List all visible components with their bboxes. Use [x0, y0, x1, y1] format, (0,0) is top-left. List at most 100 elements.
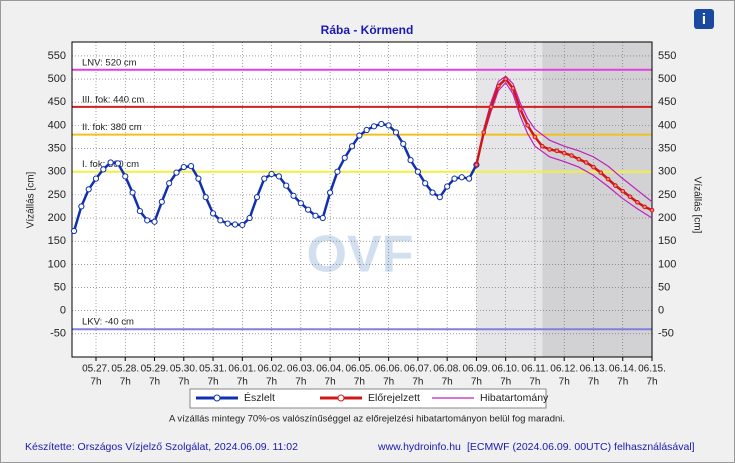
data-point	[327, 189, 334, 196]
threshold-label: LKV: -40 cm	[82, 317, 134, 328]
y-tick-label: 0	[60, 305, 66, 317]
y-tick-label: 550	[48, 50, 66, 62]
note: A vízállás mintegy 70%-os valószínűségge…	[169, 414, 565, 425]
data-point	[613, 183, 618, 188]
data-point	[209, 210, 217, 217]
y2-tick-label: 150	[658, 235, 676, 247]
y2-tick-label: 400	[658, 119, 676, 131]
data-point	[385, 122, 392, 129]
x-tick-hour: 7h	[646, 377, 657, 388]
data-point	[642, 204, 647, 210]
x-tick-label: 05.29.	[141, 364, 169, 375]
x-tick-hour: 7h	[529, 377, 540, 388]
data-point	[305, 206, 312, 213]
data-point	[503, 76, 508, 82]
x-tick-hour: 7h	[617, 377, 628, 388]
error-band-lower	[483, 81, 653, 219]
x-tick-hour: 7h	[588, 377, 599, 388]
data-point	[569, 153, 574, 158]
data-point	[122, 173, 129, 180]
threshold-label: II. fok: 380 cm	[82, 122, 142, 133]
y2-tick-label: 350	[658, 142, 676, 154]
y2-axis-label: Vízállás [cm]	[691, 177, 702, 234]
x-tick-hour: 7h	[325, 377, 336, 388]
data-point	[136, 207, 143, 215]
data-point	[496, 83, 501, 89]
y-tick-label: 150	[48, 235, 66, 247]
data-point	[422, 180, 429, 187]
info-icon[interactable]: i	[702, 11, 706, 28]
chart-title: Rába - Körmend	[321, 23, 414, 37]
footer-right: [ECMWF (2024.06.09. 00UTC) felhasználásá…	[467, 441, 695, 453]
x-tick-hour: 7h	[559, 377, 570, 388]
data-point	[144, 217, 151, 224]
x-tick-label: 06.05.	[345, 364, 373, 375]
data-point	[370, 123, 378, 130]
y2-tick-label: 500	[658, 73, 676, 85]
legend-label: Észlelt	[244, 391, 275, 404]
data-point	[312, 212, 319, 219]
data-point	[129, 189, 136, 196]
data-point	[429, 189, 436, 196]
x-tick-label: 06.03.	[287, 364, 315, 375]
y2-tick-label: 250	[658, 189, 676, 201]
x-tick-label: 06.13.	[580, 364, 608, 375]
x-tick-hour: 7h	[500, 377, 511, 388]
data-point	[239, 221, 246, 229]
data-point	[444, 183, 451, 190]
data-point	[518, 106, 523, 112]
data-point	[253, 194, 261, 201]
x-tick-hour: 7h	[295, 377, 306, 388]
data-point	[363, 126, 370, 134]
data-point	[180, 163, 187, 171]
y2-tick-label: 450	[658, 96, 676, 108]
y-tick-label: -50	[50, 328, 66, 340]
data-point	[188, 163, 195, 170]
data-point	[605, 176, 611, 182]
data-point	[547, 147, 552, 152]
y-tick-label: 200	[48, 212, 66, 224]
data-point	[466, 175, 473, 182]
plot-border	[71, 41, 653, 358]
data-point	[70, 227, 78, 235]
x-tick-label: 06.10.	[492, 364, 520, 375]
footer-left: Készítette: Országos Vízjelző Szolgálat,…	[25, 441, 298, 453]
y-tick-label: 450	[48, 96, 66, 108]
legend-marker	[337, 394, 345, 402]
x-tick-hour: 7h	[120, 377, 131, 388]
data-point	[166, 180, 173, 187]
data-point	[114, 160, 122, 167]
data-point	[627, 194, 633, 200]
data-point	[231, 221, 239, 228]
data-point	[510, 86, 516, 91]
data-point	[283, 182, 290, 189]
data-point	[107, 159, 114, 166]
data-point	[576, 156, 582, 162]
data-point	[348, 143, 356, 150]
x-tick-hour: 7h	[237, 377, 248, 388]
x-tick-hour: 7h	[149, 377, 160, 388]
y-axis-label: Vízállás [cm]	[26, 171, 37, 228]
y-tick-label: 300	[48, 166, 66, 178]
data-point	[620, 188, 626, 194]
data-point	[392, 129, 400, 136]
x-tick-label: 06.06.	[375, 364, 403, 375]
x-tick-label: 06.04.	[316, 364, 344, 375]
legend-box	[189, 388, 547, 409]
footer-link[interactable]: www.hydroinfo.hu	[377, 441, 461, 453]
data-point	[334, 168, 341, 175]
data-point	[151, 218, 158, 225]
x-tick-label: 06.12.	[550, 364, 578, 375]
data-point	[488, 104, 494, 110]
data-point	[378, 120, 385, 128]
data-point	[451, 175, 458, 182]
data-point	[158, 198, 165, 205]
y-tick-label: 250	[48, 189, 66, 201]
y-tick-label: 100	[48, 258, 66, 270]
info-button[interactable]	[694, 9, 714, 29]
data-point	[202, 194, 209, 201]
data-point	[78, 203, 85, 210]
data-point	[400, 140, 407, 148]
x-tick-hour: 7h	[266, 377, 277, 388]
